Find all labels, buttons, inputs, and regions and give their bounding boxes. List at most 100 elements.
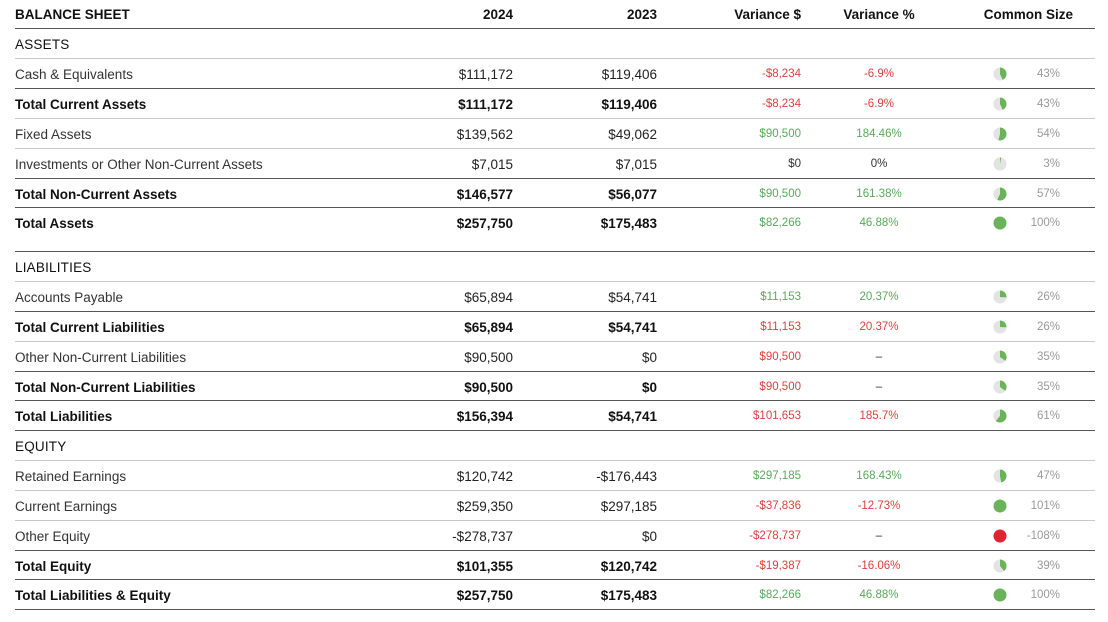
common-size-pie-icon <box>993 208 1007 238</box>
value-2024: $146,577 <box>456 186 513 202</box>
value-2023: $54,741 <box>608 319 657 335</box>
variance-dollar-header: Variance $ <box>734 6 801 22</box>
value-2023: $0 <box>641 379 657 395</box>
variance-dollar: $90,500 <box>759 128 801 140</box>
common-size-value: 26% <box>1036 291 1060 303</box>
row-label: Fixed Assets <box>15 126 92 142</box>
row-label: Total Liabilities <box>15 408 113 424</box>
variance-dollar: $11,153 <box>760 291 801 303</box>
value-2023: $7,015 <box>615 156 657 172</box>
common-size-value: 100% <box>1030 217 1060 229</box>
value-2023: $119,406 <box>601 96 657 112</box>
common-size-pie-icon <box>993 149 1007 179</box>
common-size-value: 35% <box>1036 351 1060 363</box>
common-size-value: 43% <box>1036 68 1060 80</box>
variance-percent: -12.73% <box>857 500 901 512</box>
value-2024: $257,750 <box>456 587 513 603</box>
common-size-pie-icon <box>993 401 1007 431</box>
row-label: Accounts Payable <box>15 289 124 305</box>
common-size-pie-icon <box>993 461 1007 491</box>
common-size-pie-icon <box>993 179 1007 209</box>
variance-percent: – <box>875 351 883 363</box>
section-title: LIABILITIES <box>15 259 92 275</box>
common-size-pie-icon <box>993 59 1007 89</box>
row-label: Total Assets <box>15 215 94 231</box>
variance-percent: -6.9% <box>863 98 895 110</box>
common-size-pie-icon <box>993 342 1007 372</box>
common-size-value: 39% <box>1036 560 1060 572</box>
common-size-value: -108% <box>1026 530 1060 542</box>
variance-percent: 184.46% <box>856 128 902 140</box>
variance-dollar: $82,266 <box>759 589 801 601</box>
value-2023: $56,077 <box>608 186 657 202</box>
value-2023: $175,483 <box>600 587 657 603</box>
common-size-value: 54% <box>1036 128 1060 140</box>
variance-percent: – <box>875 530 883 542</box>
common-size-pie-icon <box>993 372 1007 402</box>
value-2024: $259,350 <box>456 498 513 514</box>
table-row: Total Equity $101,355 $120,742 -$19,387 -16.… <box>15 550 1095 581</box>
row-label: Other Non-Current Liabilities <box>15 349 187 365</box>
table-row: Current Earnings $259,350 $297,185 -$37,836… <box>15 490 1095 521</box>
variance-dollar: -$37,836 <box>755 500 801 512</box>
common-size-pie-icon <box>993 551 1007 581</box>
variance-percent: 185.7% <box>859 410 899 422</box>
variance-percent: 168.43% <box>856 470 902 482</box>
value-2023: $120,742 <box>600 558 657 574</box>
table-row: Fixed Assets $139,562 $49,062 $90,500 184.46… <box>15 118 1095 149</box>
value-2023: $297,185 <box>600 498 657 514</box>
column-2023-header: 2023 <box>626 6 657 22</box>
value-2024: $111,172 <box>458 66 513 82</box>
value-2024: $90,500 <box>464 379 513 395</box>
section-header: ASSETS <box>15 28 1095 59</box>
value-2024: $101,355 <box>456 558 513 574</box>
variance-percent: 20.37% <box>859 291 899 303</box>
variance-percent: 161.38% <box>856 188 902 200</box>
table-row: Total Assets $257,750 $175,483 $82,266 46.88… <box>15 207 1095 238</box>
variance-dollar: $82,266 <box>759 217 801 229</box>
value-2023: $54,741 <box>608 289 657 305</box>
value-2024: $65,894 <box>464 319 513 335</box>
variance-percent: 0% <box>870 158 888 170</box>
sheet-title: BALANCE SHEET <box>15 6 130 22</box>
value-2023: $175,483 <box>600 215 657 231</box>
table-row: Other Equity -$278,737 $0 -$278,737 – -108% <box>15 520 1095 551</box>
row-label: Total Non-Current Assets <box>15 186 178 202</box>
row-label: Cash & Equivalents <box>15 66 133 82</box>
table-row: Total Liabilities & Equity $257,750 $175,4… <box>15 579 1095 610</box>
variance-dollar: -$19,387 <box>755 560 801 572</box>
common-size-value: 3% <box>1043 158 1060 170</box>
section-title: EQUITY <box>15 438 67 454</box>
table-row: Total Current Liabilities $65,894 $54,741 $… <box>15 311 1095 342</box>
value-2023: $119,406 <box>601 66 657 82</box>
variance-dollar: $90,500 <box>759 188 801 200</box>
header-row: BALANCE SHEET 2024 2023 Variance $ Varia… <box>15 0 1095 28</box>
row-label: Total Liabilities & Equity <box>15 587 171 603</box>
variance-dollar: $101,653 <box>753 410 801 422</box>
value-2024: $65,894 <box>464 289 513 305</box>
common-size-pie-icon <box>993 89 1007 119</box>
value-2023: $0 <box>641 528 657 544</box>
variance-percent: – <box>875 381 883 393</box>
value-2023: $0 <box>641 349 657 365</box>
row-label: Retained Earnings <box>15 468 127 484</box>
row-label: Total Current Assets <box>15 96 147 112</box>
table-row: Total Non-Current Liabilities $90,500 $0 $9… <box>15 371 1095 402</box>
table-row: Total Non-Current Assets $146,577 $56,077 $… <box>15 178 1095 209</box>
row-label: Total Current Liabilities <box>15 319 165 335</box>
table-row: Total Liabilities $156,394 $54,741 $101,653… <box>15 400 1095 431</box>
value-2024: $139,562 <box>456 126 513 142</box>
value-2024: $156,394 <box>456 408 513 424</box>
table-row: Investments or Other Non-Current Assets $… <box>15 148 1095 179</box>
common-size-value: 35% <box>1036 381 1060 393</box>
table-row: Retained Earnings $120,742 -$176,443 $297,1… <box>15 460 1095 491</box>
row-label: Current Earnings <box>15 498 118 514</box>
common-size-value: 47% <box>1036 470 1060 482</box>
variance-dollar: $90,500 <box>759 351 801 363</box>
value-2023: -$176,443 <box>596 468 657 484</box>
variance-dollar: $90,500 <box>759 381 801 393</box>
value-2024: $120,742 <box>456 468 513 484</box>
variance-percent: -6.9% <box>863 68 895 80</box>
common-size-value: 43% <box>1036 98 1060 110</box>
